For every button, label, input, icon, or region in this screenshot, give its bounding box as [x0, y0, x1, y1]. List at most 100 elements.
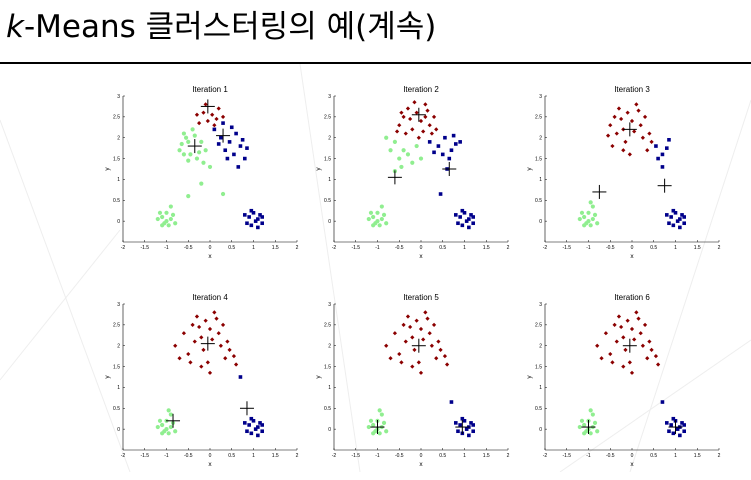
y-tick-label: 0 — [328, 219, 331, 225]
data-point-red — [231, 354, 237, 359]
data-point-red — [405, 106, 411, 111]
data-point-green — [203, 148, 208, 153]
data-point-green — [588, 431, 593, 436]
data-point-green — [199, 139, 204, 144]
title-rule — [0, 62, 751, 64]
data-point-blue — [249, 431, 254, 436]
data-point-green — [379, 204, 384, 209]
data-point-blue — [253, 427, 258, 431]
data-point-blue — [449, 148, 454, 153]
data-point-green — [160, 422, 165, 428]
data-point-blue — [229, 125, 234, 130]
x-tick-label: -1 — [375, 453, 380, 459]
data-point-blue — [673, 211, 678, 215]
data-point-red — [227, 347, 232, 352]
data-point-red — [408, 324, 413, 330]
y-tick-label: 0.5 — [324, 406, 331, 412]
x-tick-label: -1.5 — [351, 453, 360, 459]
data-point-green — [186, 158, 191, 163]
y-tick-label: 3 — [539, 94, 542, 100]
data-point-red — [438, 347, 443, 352]
data-point-green — [168, 216, 173, 222]
data-point-blue — [240, 138, 245, 142]
x-tick-label: -1 — [586, 245, 591, 251]
x-tick-label: 0 — [209, 245, 212, 251]
data-point-red — [416, 360, 421, 365]
x-axis-label: x — [419, 461, 423, 468]
data-point-red — [203, 102, 208, 107]
data-point-red — [225, 339, 230, 344]
data-point-red — [619, 116, 624, 122]
x-tick-label: 2 — [718, 453, 721, 459]
data-point-green — [366, 424, 371, 430]
centroid-marker — [387, 170, 402, 185]
data-point-blue — [438, 192, 443, 196]
data-point-green — [160, 214, 165, 220]
data-point-blue — [234, 131, 238, 136]
data-point-blue — [454, 142, 458, 146]
data-point-green — [582, 431, 587, 436]
x-tick-label: -1.5 — [140, 453, 149, 459]
data-point-blue — [247, 215, 251, 219]
data-point-blue — [454, 421, 458, 425]
x-tick-label: 0.5 — [228, 453, 235, 459]
data-point-blue — [682, 423, 686, 427]
data-point-red — [636, 108, 641, 113]
data-point-blue — [456, 429, 460, 434]
data-point-red — [425, 108, 430, 113]
data-point-red — [636, 316, 641, 321]
x-tick-label: 0 — [631, 453, 634, 459]
y-tick-label: 1.5 — [535, 156, 542, 162]
data-point-blue — [464, 427, 469, 431]
data-point-red — [410, 127, 415, 132]
data-point-red — [214, 316, 219, 321]
data-point-green — [192, 133, 197, 138]
centroid-marker — [200, 336, 215, 351]
data-point-green — [188, 152, 193, 157]
data-point-blue — [467, 433, 471, 438]
data-point-blue — [460, 416, 465, 421]
data-point-red — [627, 360, 632, 365]
data-point-red — [412, 347, 417, 352]
data-point-blue — [260, 423, 264, 427]
data-point-red — [608, 123, 613, 128]
data-point-red — [188, 360, 193, 365]
centroid-marker — [668, 420, 683, 435]
data-point-green — [220, 191, 226, 197]
x-tick-label: -0.5 — [606, 245, 615, 251]
data-point-green — [582, 223, 587, 228]
x-tick-label: -1 — [375, 245, 380, 251]
data-point-blue — [245, 429, 249, 434]
data-point-blue — [462, 211, 467, 215]
data-point-blue — [682, 429, 686, 434]
x-tick-label: -1 — [164, 245, 169, 251]
data-point-red — [621, 335, 626, 340]
chart-title: Iteration 4 — [192, 293, 228, 302]
chart-title: Iteration 6 — [614, 293, 650, 302]
data-point-red — [410, 364, 415, 369]
y-tick-label: 2.5 — [535, 323, 542, 329]
y-tick-label: 1 — [539, 385, 542, 391]
chart-title: Iteration 3 — [614, 85, 650, 94]
data-point-red — [425, 316, 430, 321]
data-point-green — [582, 422, 587, 428]
data-point-red — [625, 110, 630, 115]
data-point-red — [403, 339, 408, 344]
data-point-blue — [243, 421, 247, 425]
x-tick-label: 1 — [674, 453, 677, 459]
data-point-red — [434, 356, 439, 361]
x-tick-label: 0.5 — [439, 245, 446, 251]
data-point-green — [160, 223, 165, 228]
data-point-red — [610, 143, 615, 149]
y-tick-label: 0.5 — [324, 198, 331, 204]
data-point-blue — [216, 142, 221, 146]
y-tick-label: 0 — [539, 427, 542, 433]
centroid-marker — [200, 99, 215, 114]
data-point-green — [371, 422, 376, 428]
data-point-red — [194, 112, 200, 117]
data-point-green — [157, 418, 163, 423]
data-point-blue — [458, 423, 462, 427]
data-point-green — [201, 160, 206, 165]
x-axis-label: x — [208, 253, 212, 260]
x-tick-label: 2 — [507, 245, 510, 251]
